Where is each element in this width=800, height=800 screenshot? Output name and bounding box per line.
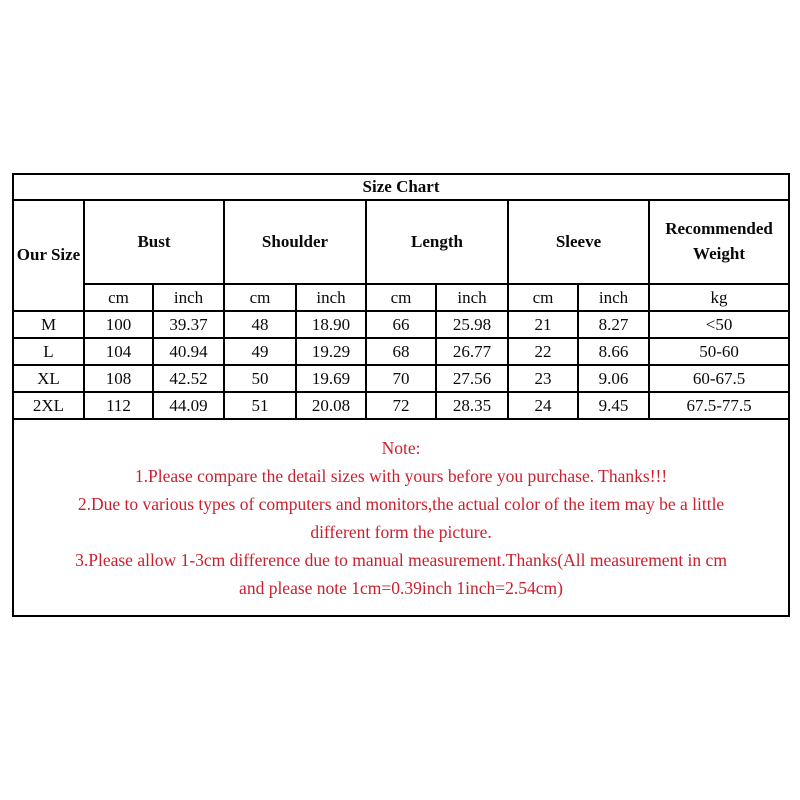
bust-inch-value: 39.37 [152,310,225,339]
note-line-1: 1.Please compare the detail sizes with y… [134,465,668,486]
length-inch-value: 28.35 [435,391,509,420]
length-cm-value: 72 [365,391,437,420]
weight-value: 60-67.5 [647,364,791,393]
note-line-2: 2.Due to various types of computers and … [77,493,725,514]
note-row: Note: 1.Please compare the detail sizes … [11,418,791,617]
shoulder-cm-value: 48 [223,310,297,339]
length-cm-value: 68 [365,337,437,366]
length-inch-value: 27.56 [435,364,509,393]
unit-bust-cm: cm [83,283,154,312]
header-shoulder: Shoulder [223,199,367,285]
size-value: M [12,310,85,339]
header-recommended-weight: Recommended Weight [647,199,791,285]
title-row: Size Chart [11,173,791,201]
bust-cm-value: 112 [83,391,154,420]
note-line-3: 3.Please allow 1-3cm difference due to m… [75,549,727,570]
shoulder-inch-value: 19.29 [295,337,367,366]
shoulder-cm-value: 49 [223,337,297,366]
header-our-size: Our Size [12,199,85,312]
table-row: L 104 40.94 49 19.29 68 26.77 22 8.66 50… [12,337,791,366]
weight-value: 67.5-77.5 [647,391,791,420]
note-heading: Note: [381,437,421,458]
table-row: M 100 39.37 48 18.90 66 25.98 21 8.27 <5… [12,310,791,339]
size-value: XL [12,364,85,393]
size-value: 2XL [12,391,85,420]
sleeve-inch-value: 9.06 [577,364,650,393]
weight-value: <50 [647,310,791,339]
weight-value: 50-60 [647,337,791,366]
unit-sleeve-cm: cm [507,283,579,312]
unit-sleeve-inch: inch [577,283,650,312]
length-cm-value: 70 [365,364,437,393]
sleeve-cm-value: 21 [507,310,579,339]
length-cm-value: 66 [365,310,437,339]
note-line-3-cont: and please note 1cm=0.39inch 1inch=2.54c… [239,577,564,598]
sleeve-cm-value: 23 [507,364,579,393]
size-chart-title: Size Chart [11,173,791,201]
unit-shoulder-inch: inch [295,283,367,312]
unit-length-cm: cm [365,283,437,312]
header-length: Length [365,199,509,285]
bust-cm-value: 104 [83,337,154,366]
unit-length-inch: inch [435,283,509,312]
header-row: Our Size Bust Shoulder Length Sleeve Rec… [12,199,791,312]
shoulder-inch-value: 19.69 [295,364,367,393]
shoulder-cm-value: 51 [223,391,297,420]
note-cell: Note: 1.Please compare the detail sizes … [11,418,791,617]
header-sleeve: Sleeve [507,199,650,285]
size-chart-table: Size Chart Our Size Bust Shoulder Length… [11,173,791,617]
units-row: cm inch cm inch cm inch cm inch kg [13,283,791,312]
table-row: XL 108 42.52 50 19.69 70 27.56 23 9.06 6… [12,364,791,393]
sleeve-inch-value: 9.45 [577,391,650,420]
size-value: L [12,337,85,366]
table-row: 2XL 112 44.09 51 20.08 72 28.35 24 9.45 … [12,391,791,420]
bust-inch-value: 42.52 [152,364,225,393]
note-line-2-cont: different form the picture. [310,521,492,542]
bust-inch-value: 44.09 [152,391,225,420]
sleeve-inch-value: 8.66 [577,337,650,366]
length-inch-value: 26.77 [435,337,509,366]
sleeve-cm-value: 22 [507,337,579,366]
length-inch-value: 25.98 [435,310,509,339]
sleeve-cm-value: 24 [507,391,579,420]
bust-inch-value: 40.94 [152,337,225,366]
shoulder-inch-value: 18.90 [295,310,367,339]
sleeve-inch-value: 8.27 [577,310,650,339]
shoulder-inch-value: 20.08 [295,391,367,420]
bust-cm-value: 108 [83,364,154,393]
bust-cm-value: 100 [83,310,154,339]
unit-shoulder-cm: cm [223,283,297,312]
unit-weight-kg: kg [647,283,791,312]
unit-bust-inch: inch [152,283,225,312]
shoulder-cm-value: 50 [223,364,297,393]
header-bust: Bust [83,199,225,285]
